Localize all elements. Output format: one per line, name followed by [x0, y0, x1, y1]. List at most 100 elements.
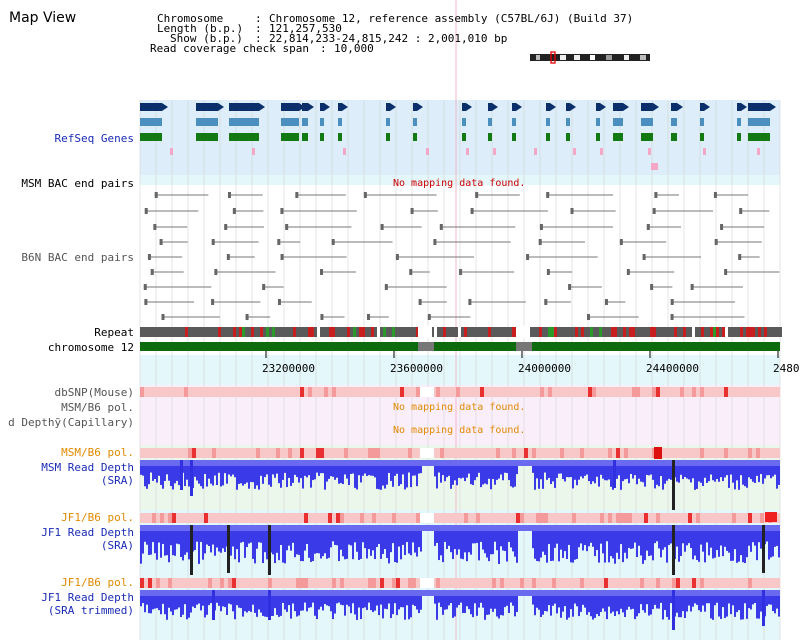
read-depth-bar	[400, 460, 402, 485]
polymorphism-cell	[604, 448, 608, 458]
polymorphism-cell	[472, 578, 476, 588]
polymorphism-cell	[480, 513, 484, 523]
track-label-refseq[interactable]: RefSeq Genes	[54, 132, 134, 145]
track-label-dbsnp[interactable]: dbSNP(Mouse)	[54, 386, 134, 399]
read-depth-bar	[712, 590, 714, 620]
no-data-msm-pol: No mapping data found.	[393, 402, 526, 413]
read-depth-bar	[144, 525, 146, 542]
polymorphism-cell	[192, 448, 196, 458]
read-depth-bar	[240, 525, 242, 543]
gene-block	[546, 103, 550, 111]
read-depth-bar	[534, 590, 536, 616]
polymorphism-cell	[656, 387, 660, 397]
read-depth-bar	[450, 525, 452, 553]
track-label-msm-b6-pol-a[interactable]: MSM/B6 pol.	[61, 401, 134, 414]
read-depth-bar	[452, 525, 454, 560]
read-depth-spike	[190, 460, 193, 496]
read-depth-bar	[194, 460, 196, 477]
read-depth-bar	[472, 525, 474, 544]
read-depth-bar	[146, 460, 148, 489]
track-label-msm-b6-pol-b[interactable]: MSM/B6 pol.	[61, 446, 134, 459]
gene-strand-arrow	[653, 103, 659, 111]
read-depth-bar	[278, 460, 280, 484]
read-depth-bar	[394, 525, 396, 563]
read-depth-bar	[506, 590, 508, 606]
track-label-jf1-trim-depth[interactable]: JF1 Read Depth	[41, 591, 134, 604]
read-depth-bar	[726, 525, 728, 551]
read-depth-bar	[400, 590, 402, 608]
polymorphism-cell	[768, 387, 772, 397]
read-depth-bar	[288, 525, 290, 546]
repeat-block	[542, 327, 545, 337]
polymorphism-cell	[348, 448, 352, 458]
polymorphism-cell	[616, 448, 620, 458]
polymorphism-cell	[656, 513, 660, 523]
repeat-block	[707, 327, 710, 337]
read-depth-bar	[612, 525, 614, 559]
read-depth-bar	[546, 525, 548, 563]
track-label-read-depth-capillary[interactable]: d Depthỹ(Capillary)	[8, 416, 134, 429]
polymorphism-cell	[464, 513, 468, 523]
bac-end-mark	[147, 254, 151, 260]
polymorphism-cell	[752, 448, 756, 458]
read-depth-bar	[470, 590, 472, 615]
polymorphism-cell	[612, 578, 616, 588]
gene-block	[413, 103, 417, 111]
track-label-jf1-b6-pol-b[interactable]: JF1/B6 pol.	[61, 576, 134, 589]
read-depth-bar	[320, 525, 322, 559]
polymorphism-cell	[560, 448, 564, 458]
header-length-value: 121,257,530	[269, 22, 342, 35]
gene-strand-arrow	[259, 103, 265, 111]
track-label-b6n-bac[interactable]: B6N BAC end pairs	[21, 251, 134, 264]
repeat-block	[620, 327, 623, 337]
read-depth-bar	[162, 525, 164, 544]
track-label-msm-bac[interactable]: MSM BAC end pairs	[21, 177, 134, 190]
polymorphism-cell	[708, 513, 712, 523]
read-depth-bar	[670, 590, 672, 604]
track-label-jf1-read-depth[interactable]: JF1 Read Depth	[41, 526, 134, 539]
gene-strand-arrow	[308, 103, 314, 111]
polymorphism-cell	[152, 387, 156, 397]
repeat-block	[662, 327, 665, 337]
read-depth-bar	[644, 525, 646, 561]
read-depth-bar	[360, 590, 362, 620]
track-label-chromosome[interactable]: chromosome 12	[47, 341, 134, 354]
polymorphism-cell	[144, 578, 148, 588]
repeat-block	[266, 327, 269, 337]
read-depth-bar	[584, 460, 586, 476]
polymorphism-cell	[568, 448, 572, 458]
track-label-jf1-b6-pol-a[interactable]: JF1/B6 pol.	[61, 511, 134, 524]
read-depth-bar	[702, 525, 704, 552]
gene-block	[462, 133, 466, 141]
polymorphism-cell	[776, 513, 780, 523]
read-depth-bar	[158, 590, 160, 611]
read-depth-bar	[290, 460, 292, 486]
read-depth-bar	[444, 590, 446, 610]
bac-end-mark	[410, 208, 414, 214]
read-depth-bar	[320, 590, 322, 607]
track-label-repeat[interactable]: Repeat	[94, 326, 134, 339]
read-depth-bar	[282, 460, 284, 480]
header-chromosome-label: Chromosome	[157, 12, 224, 25]
bac-end-mark	[546, 269, 550, 275]
read-depth-bar	[254, 525, 256, 564]
polymorphism-cell	[388, 448, 392, 458]
polymorphism-cell	[640, 578, 644, 588]
read-depth-bar	[654, 460, 656, 489]
polymorphism-cell	[732, 513, 736, 523]
read-depth-bar	[548, 460, 550, 478]
repeat-block	[431, 327, 434, 337]
polymorphism-cell	[188, 513, 192, 523]
read-depth-bar	[614, 525, 616, 564]
bac-end-mark	[150, 269, 154, 275]
read-depth-bar	[506, 525, 508, 562]
polymorphism-cell	[660, 387, 664, 397]
read-depth-bar	[588, 590, 590, 613]
track-label-msm-read-depth[interactable]: MSM Read Depth	[41, 461, 134, 474]
polymorphism-cell	[624, 578, 628, 588]
polymorphism-cell	[304, 578, 308, 588]
repeat-block	[512, 327, 515, 337]
repeat-block	[155, 327, 158, 337]
read-depth-bar	[750, 590, 752, 610]
